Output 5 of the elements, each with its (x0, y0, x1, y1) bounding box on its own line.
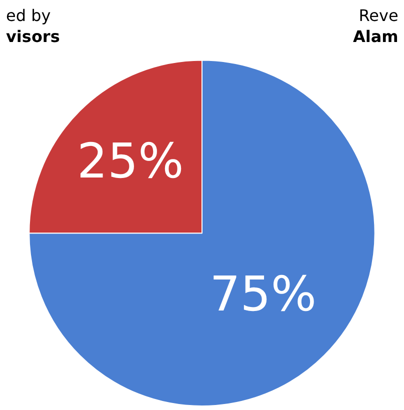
text: Reve Alam (353, 6, 398, 46)
data-label: 75% (210, 266, 316, 322)
text: ed by visors (6, 6, 60, 46)
data-label: 25% (77, 134, 184, 190)
pie-slice (28, 60, 376, 406)
